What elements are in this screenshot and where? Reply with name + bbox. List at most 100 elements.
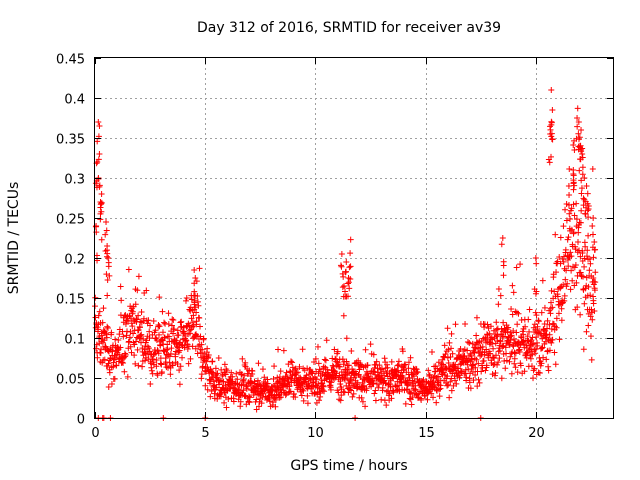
- data-point: [277, 368, 284, 375]
- data-point: [99, 339, 106, 346]
- data-point: [132, 301, 139, 308]
- data-point: [373, 358, 380, 365]
- data-point: [585, 232, 592, 239]
- data-point: [95, 156, 102, 163]
- data-point: [500, 333, 507, 340]
- data-point: [548, 325, 555, 332]
- data-point: [508, 332, 515, 339]
- y-tick-label: 0.1: [64, 333, 85, 348]
- data-point: [451, 377, 458, 384]
- x-axis-title: GPS time / hours: [290, 458, 407, 474]
- data-point: [545, 363, 552, 370]
- data-point: [512, 364, 519, 371]
- data-point: [143, 287, 150, 294]
- data-point: [356, 366, 363, 373]
- data-point: [436, 386, 443, 393]
- data-point: [98, 200, 105, 207]
- data-point: [136, 324, 143, 331]
- data-point: [590, 300, 597, 307]
- data-point: [197, 323, 204, 330]
- data-point: [407, 354, 414, 361]
- data-point: [500, 262, 507, 269]
- data-point: [384, 364, 391, 371]
- data-point: [580, 273, 587, 280]
- data-point: [103, 334, 110, 341]
- data-point: [155, 321, 162, 328]
- data-point: [532, 255, 539, 261]
- data-point: [358, 394, 365, 401]
- data-point: [103, 227, 110, 234]
- data-point: [589, 166, 596, 173]
- data-point: [591, 287, 598, 294]
- data-point: [548, 287, 555, 294]
- data-point: [592, 269, 599, 276]
- data-point: [538, 360, 545, 367]
- data-point: [557, 260, 564, 267]
- data-point: [200, 335, 207, 342]
- data-point: [122, 351, 129, 358]
- data-point: [323, 337, 330, 344]
- data-point: [118, 359, 125, 366]
- data-point: [577, 253, 584, 260]
- data-point: [255, 403, 262, 410]
- data-point: [98, 332, 105, 339]
- data-point: [132, 338, 139, 345]
- data-point: [583, 183, 590, 189]
- data-point: [584, 190, 591, 197]
- data-point: [498, 241, 505, 248]
- data-point: [533, 312, 540, 319]
- data-point: [150, 317, 157, 324]
- data-point: [507, 337, 514, 344]
- data-point: [286, 383, 293, 390]
- data-point: [552, 361, 559, 368]
- data-point: [592, 279, 599, 286]
- data-point: [349, 393, 356, 400]
- data-point: [110, 359, 117, 366]
- data-point: [552, 231, 559, 238]
- data-point: [441, 354, 448, 361]
- data-point: [587, 313, 594, 320]
- data-point: [523, 354, 530, 361]
- data-point: [202, 367, 209, 374]
- data-point: [544, 317, 551, 324]
- data-point: [235, 386, 242, 393]
- data-point: [553, 315, 560, 322]
- data-point: [217, 393, 224, 400]
- data-point: [341, 283, 348, 289]
- data-point: [468, 352, 475, 359]
- data-point: [246, 399, 253, 406]
- data-point: [185, 360, 192, 367]
- data-point: [481, 324, 488, 331]
- data-point: [159, 308, 166, 315]
- data-point: [584, 247, 591, 254]
- data-point: [532, 350, 539, 357]
- data-point: [412, 386, 419, 393]
- data-point: [541, 321, 548, 328]
- data-point: [343, 259, 350, 265]
- data-point: [221, 399, 228, 406]
- data-point: [240, 387, 247, 394]
- data-point: [589, 316, 596, 323]
- data-point: [506, 358, 513, 365]
- data-point: [95, 312, 102, 319]
- data-point: [425, 389, 432, 396]
- data-point: [105, 360, 112, 367]
- data-point: [166, 353, 173, 360]
- data-point: [483, 362, 490, 369]
- data-point: [132, 360, 139, 367]
- data-point: [570, 201, 577, 208]
- data-point: [139, 363, 146, 370]
- data-point: [156, 331, 163, 338]
- data-point: [98, 236, 105, 243]
- data-point: [510, 343, 517, 350]
- data-point: [345, 279, 352, 286]
- data-point: [464, 347, 471, 354]
- data-point: [505, 324, 512, 331]
- data-point: [285, 378, 292, 385]
- data-point: [492, 352, 499, 359]
- data-point: [408, 401, 415, 408]
- data-point: [578, 177, 585, 184]
- data-point: [177, 324, 184, 331]
- data-point: [247, 394, 254, 401]
- data-point: [117, 344, 124, 351]
